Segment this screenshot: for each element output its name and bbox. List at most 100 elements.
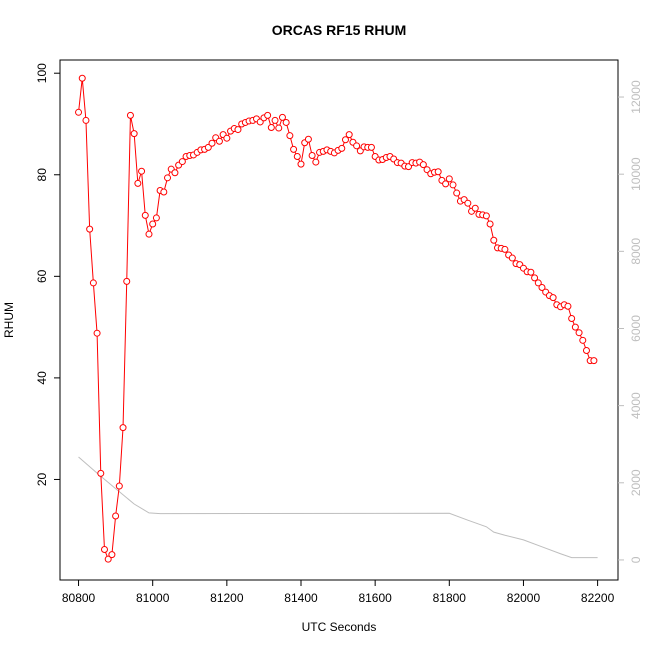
y-axis-label: RHUM xyxy=(2,302,16,338)
data-point xyxy=(145,230,153,238)
data-point xyxy=(486,220,494,228)
x-axis-label: UTC Seconds xyxy=(302,620,377,634)
data-point xyxy=(453,189,461,197)
data-point xyxy=(534,279,542,287)
y-tick-label: 80 xyxy=(35,168,49,182)
data-point xyxy=(564,302,572,310)
x-tick-label: 81200 xyxy=(210,591,244,605)
data-point xyxy=(134,179,142,187)
data-point xyxy=(312,158,320,166)
chart-title: ORCAS RF15 RHUM xyxy=(272,22,407,38)
data-point xyxy=(267,124,275,132)
x-tick-label: 80800 xyxy=(62,591,96,605)
data-point xyxy=(130,130,138,138)
x-tick-label: 81800 xyxy=(433,591,467,605)
data-point xyxy=(482,212,490,220)
y-tick-label: 60 xyxy=(35,269,49,283)
x-tick-label: 81400 xyxy=(284,591,318,605)
data-point xyxy=(75,108,83,116)
data-point xyxy=(464,199,472,207)
data-point xyxy=(149,220,157,228)
y2-tick-label: 10000 xyxy=(629,157,643,191)
data-point xyxy=(108,551,116,559)
data-point xyxy=(353,142,361,150)
x-tick-label: 82000 xyxy=(507,591,541,605)
data-point xyxy=(501,245,509,253)
data-point xyxy=(527,268,535,276)
data-point xyxy=(290,145,298,153)
data-point xyxy=(178,158,186,166)
data-point xyxy=(223,134,231,142)
data-point xyxy=(582,346,590,354)
y-tick-label: 40 xyxy=(35,371,49,385)
series-line xyxy=(78,456,598,559)
data-point xyxy=(286,132,294,140)
data-point xyxy=(282,118,290,126)
y2-tick-label: 2000 xyxy=(629,469,643,496)
data-point xyxy=(215,137,223,145)
x-tick-label: 82200 xyxy=(581,591,615,605)
data-point xyxy=(549,294,557,302)
data-point xyxy=(115,482,123,490)
data-point xyxy=(278,113,286,121)
data-point xyxy=(575,329,583,337)
data-point xyxy=(271,116,279,124)
data-point xyxy=(531,274,539,282)
x-tick-label: 81000 xyxy=(136,591,170,605)
data-point xyxy=(345,131,353,139)
data-point xyxy=(508,254,516,262)
data-point xyxy=(341,136,349,144)
y-tick-label: 20 xyxy=(35,472,49,486)
data-point xyxy=(138,167,146,175)
data-point xyxy=(171,169,179,177)
data-point xyxy=(538,284,546,291)
data-point xyxy=(164,174,172,182)
data-point xyxy=(123,277,131,285)
data-point xyxy=(449,181,457,189)
y2-tick-label: 12000 xyxy=(629,80,643,114)
data-point xyxy=(579,336,587,344)
data-point xyxy=(471,204,479,212)
data-point xyxy=(126,111,134,119)
data-point xyxy=(119,424,127,432)
data-point xyxy=(160,188,168,196)
data-point xyxy=(442,180,450,188)
data-point xyxy=(112,512,120,520)
y2-tick-label: 0 xyxy=(629,556,643,563)
data-point xyxy=(590,357,598,365)
y2-tick-label: 8000 xyxy=(629,238,643,265)
data-point xyxy=(152,214,160,222)
data-point xyxy=(304,135,312,143)
y-tick-label: 100 xyxy=(35,63,49,83)
data-point xyxy=(89,279,97,287)
data-point xyxy=(367,143,375,151)
data-point xyxy=(104,555,112,563)
data-point xyxy=(419,161,427,169)
plot-box xyxy=(59,59,619,581)
data-point xyxy=(97,469,105,477)
data-point xyxy=(297,160,305,168)
data-point xyxy=(293,152,301,160)
data-point xyxy=(208,139,216,147)
data-point xyxy=(82,116,90,124)
data-point xyxy=(78,74,86,82)
data-point xyxy=(568,314,576,322)
y2-tick-label: 6000 xyxy=(629,315,643,342)
data-point xyxy=(434,168,442,176)
data-point xyxy=(264,111,272,119)
data-point xyxy=(308,151,316,159)
data-point xyxy=(234,126,242,134)
data-point xyxy=(275,124,283,132)
data-point xyxy=(490,236,498,244)
data-point xyxy=(571,323,579,331)
data-point xyxy=(93,329,101,337)
data-point xyxy=(141,211,149,219)
data-point xyxy=(338,144,346,152)
data-point xyxy=(445,175,453,183)
data-point xyxy=(86,225,94,233)
x-tick-label: 81600 xyxy=(358,591,392,605)
data-point xyxy=(100,546,108,554)
y2-tick-label: 4000 xyxy=(629,392,643,419)
